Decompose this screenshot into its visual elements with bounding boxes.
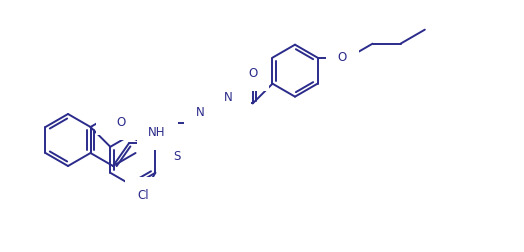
Text: H: H (233, 92, 241, 103)
Text: O: O (337, 51, 347, 64)
Text: N: N (224, 91, 233, 104)
Text: N: N (109, 109, 119, 121)
Text: Cl: Cl (137, 189, 149, 202)
Text: H: H (201, 107, 209, 117)
Text: NH: NH (148, 125, 166, 139)
Text: N: N (195, 106, 204, 119)
Text: S: S (173, 150, 181, 163)
Text: O: O (248, 67, 257, 80)
Text: O: O (117, 115, 126, 129)
